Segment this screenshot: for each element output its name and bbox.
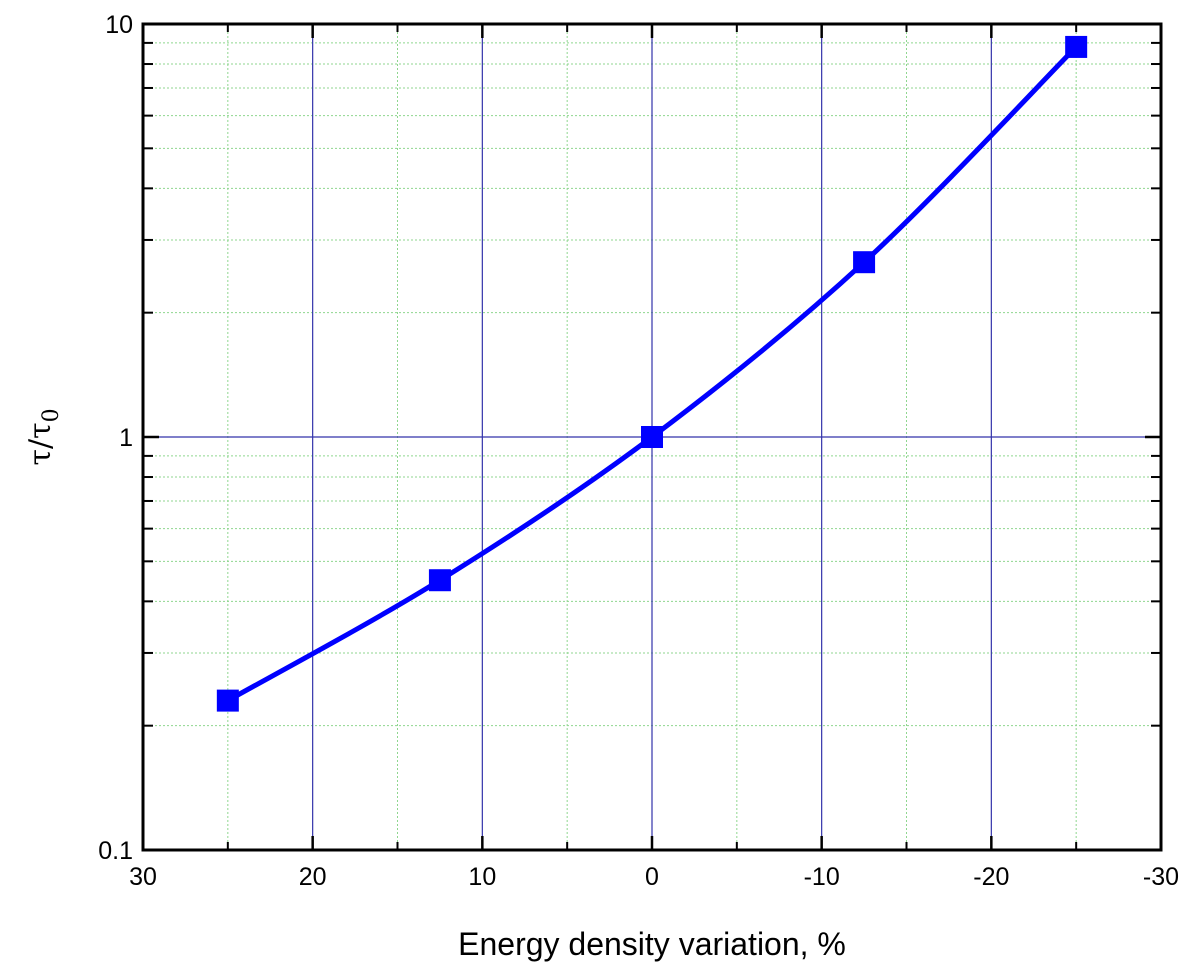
data-point-marker (641, 426, 663, 448)
x-tick-label: -30 (1143, 863, 1179, 891)
y-tick-label: 10 (105, 11, 133, 39)
x-tick-label: 10 (468, 863, 496, 891)
series-group (216, 35, 1088, 712)
y-tick-labels: 0.1 1 10 (98, 11, 133, 865)
x-tick-label: 20 (299, 863, 327, 891)
x-tick-label: -20 (973, 863, 1009, 891)
data-point-marker (216, 689, 239, 712)
data-point-marker (1065, 35, 1088, 58)
x-tick-labels: 30 20 10 0 -10 -20 -30 (129, 863, 1179, 891)
data-point-marker (853, 251, 876, 274)
y-axis-title-main: τ/τ (23, 422, 58, 465)
x-tick-label: 30 (129, 863, 157, 891)
y-tick-label: 1 (119, 424, 133, 452)
y-axis-title: τ/τ0 (23, 408, 64, 465)
x-tick-label: 0 (645, 863, 659, 891)
y-tick-label: 0.1 (98, 837, 133, 865)
y-axis-title-subscript: 0 (39, 408, 64, 422)
x-axis-title: Energy density variation, % (458, 926, 846, 962)
plot-frame (141, 22, 1163, 852)
data-point-marker (428, 569, 451, 592)
x-tick-label: -10 (804, 863, 840, 891)
